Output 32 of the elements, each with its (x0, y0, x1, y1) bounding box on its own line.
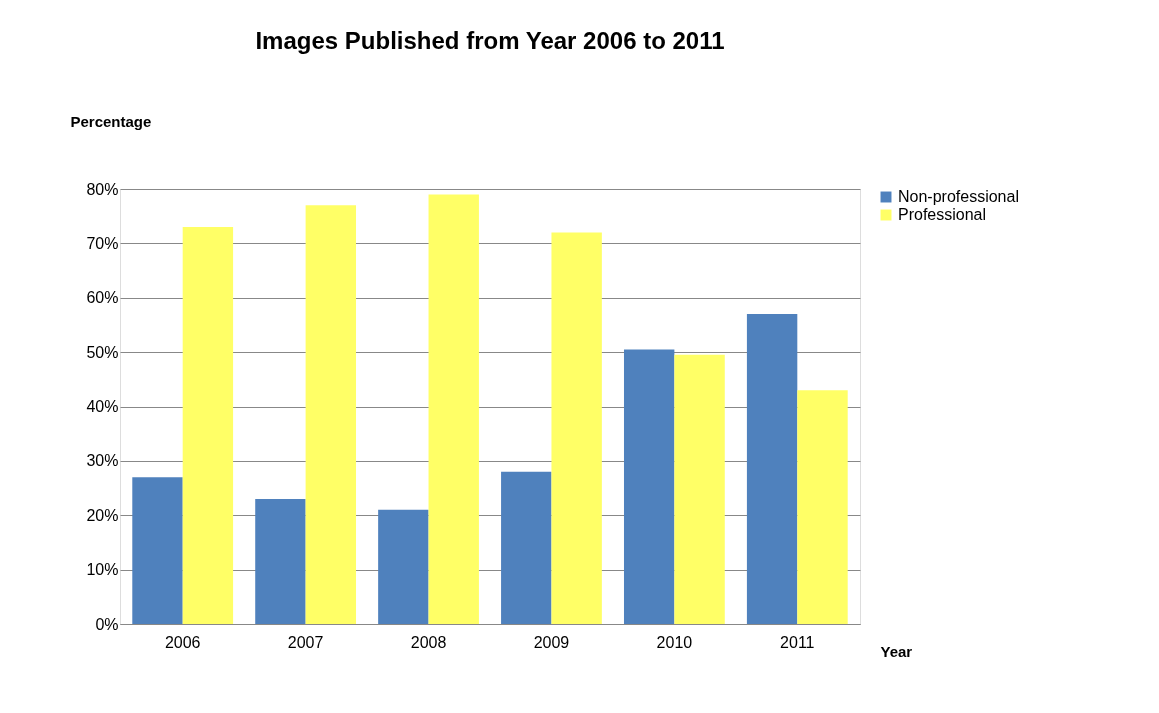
x-tick-label: 2008 (410, 633, 447, 651)
bar (428, 194, 479, 624)
y-tick-label: 20% (86, 506, 119, 524)
chart-title: Images Published from Year 2006 to 2011 (255, 27, 725, 54)
bar (746, 314, 798, 624)
x-tick-label: 2010 (656, 633, 693, 651)
bar (305, 205, 357, 624)
bar (378, 509, 429, 624)
y-tick-label: 80% (86, 180, 119, 198)
legend-label: Professional (898, 206, 987, 223)
x-axis-title: Year (880, 642, 913, 660)
y-tick-label: 40% (86, 398, 119, 415)
y-tick-label: 30% (86, 452, 119, 470)
x-tick-label: 2009 (533, 633, 570, 651)
bar (797, 390, 848, 624)
y-axis-title: Percentage (70, 112, 152, 130)
bar (551, 232, 602, 624)
x-tick-label: 2006 (164, 633, 201, 651)
x-tick-label: 2007 (287, 633, 324, 651)
bar (182, 227, 234, 624)
bar (255, 498, 306, 624)
bar (501, 471, 552, 624)
y-tick-label: 10% (86, 561, 119, 579)
y-tick-label: 0% (95, 615, 119, 633)
y-tick-label: 70% (86, 234, 119, 252)
y-tick-label: 50% (86, 343, 119, 361)
x-tick-label: 2011 (780, 633, 815, 651)
bar (623, 349, 675, 624)
legend-label: Non-professional (898, 188, 1019, 205)
bar (674, 354, 725, 624)
y-tick-label: 60% (86, 289, 119, 307)
bar (132, 477, 183, 624)
